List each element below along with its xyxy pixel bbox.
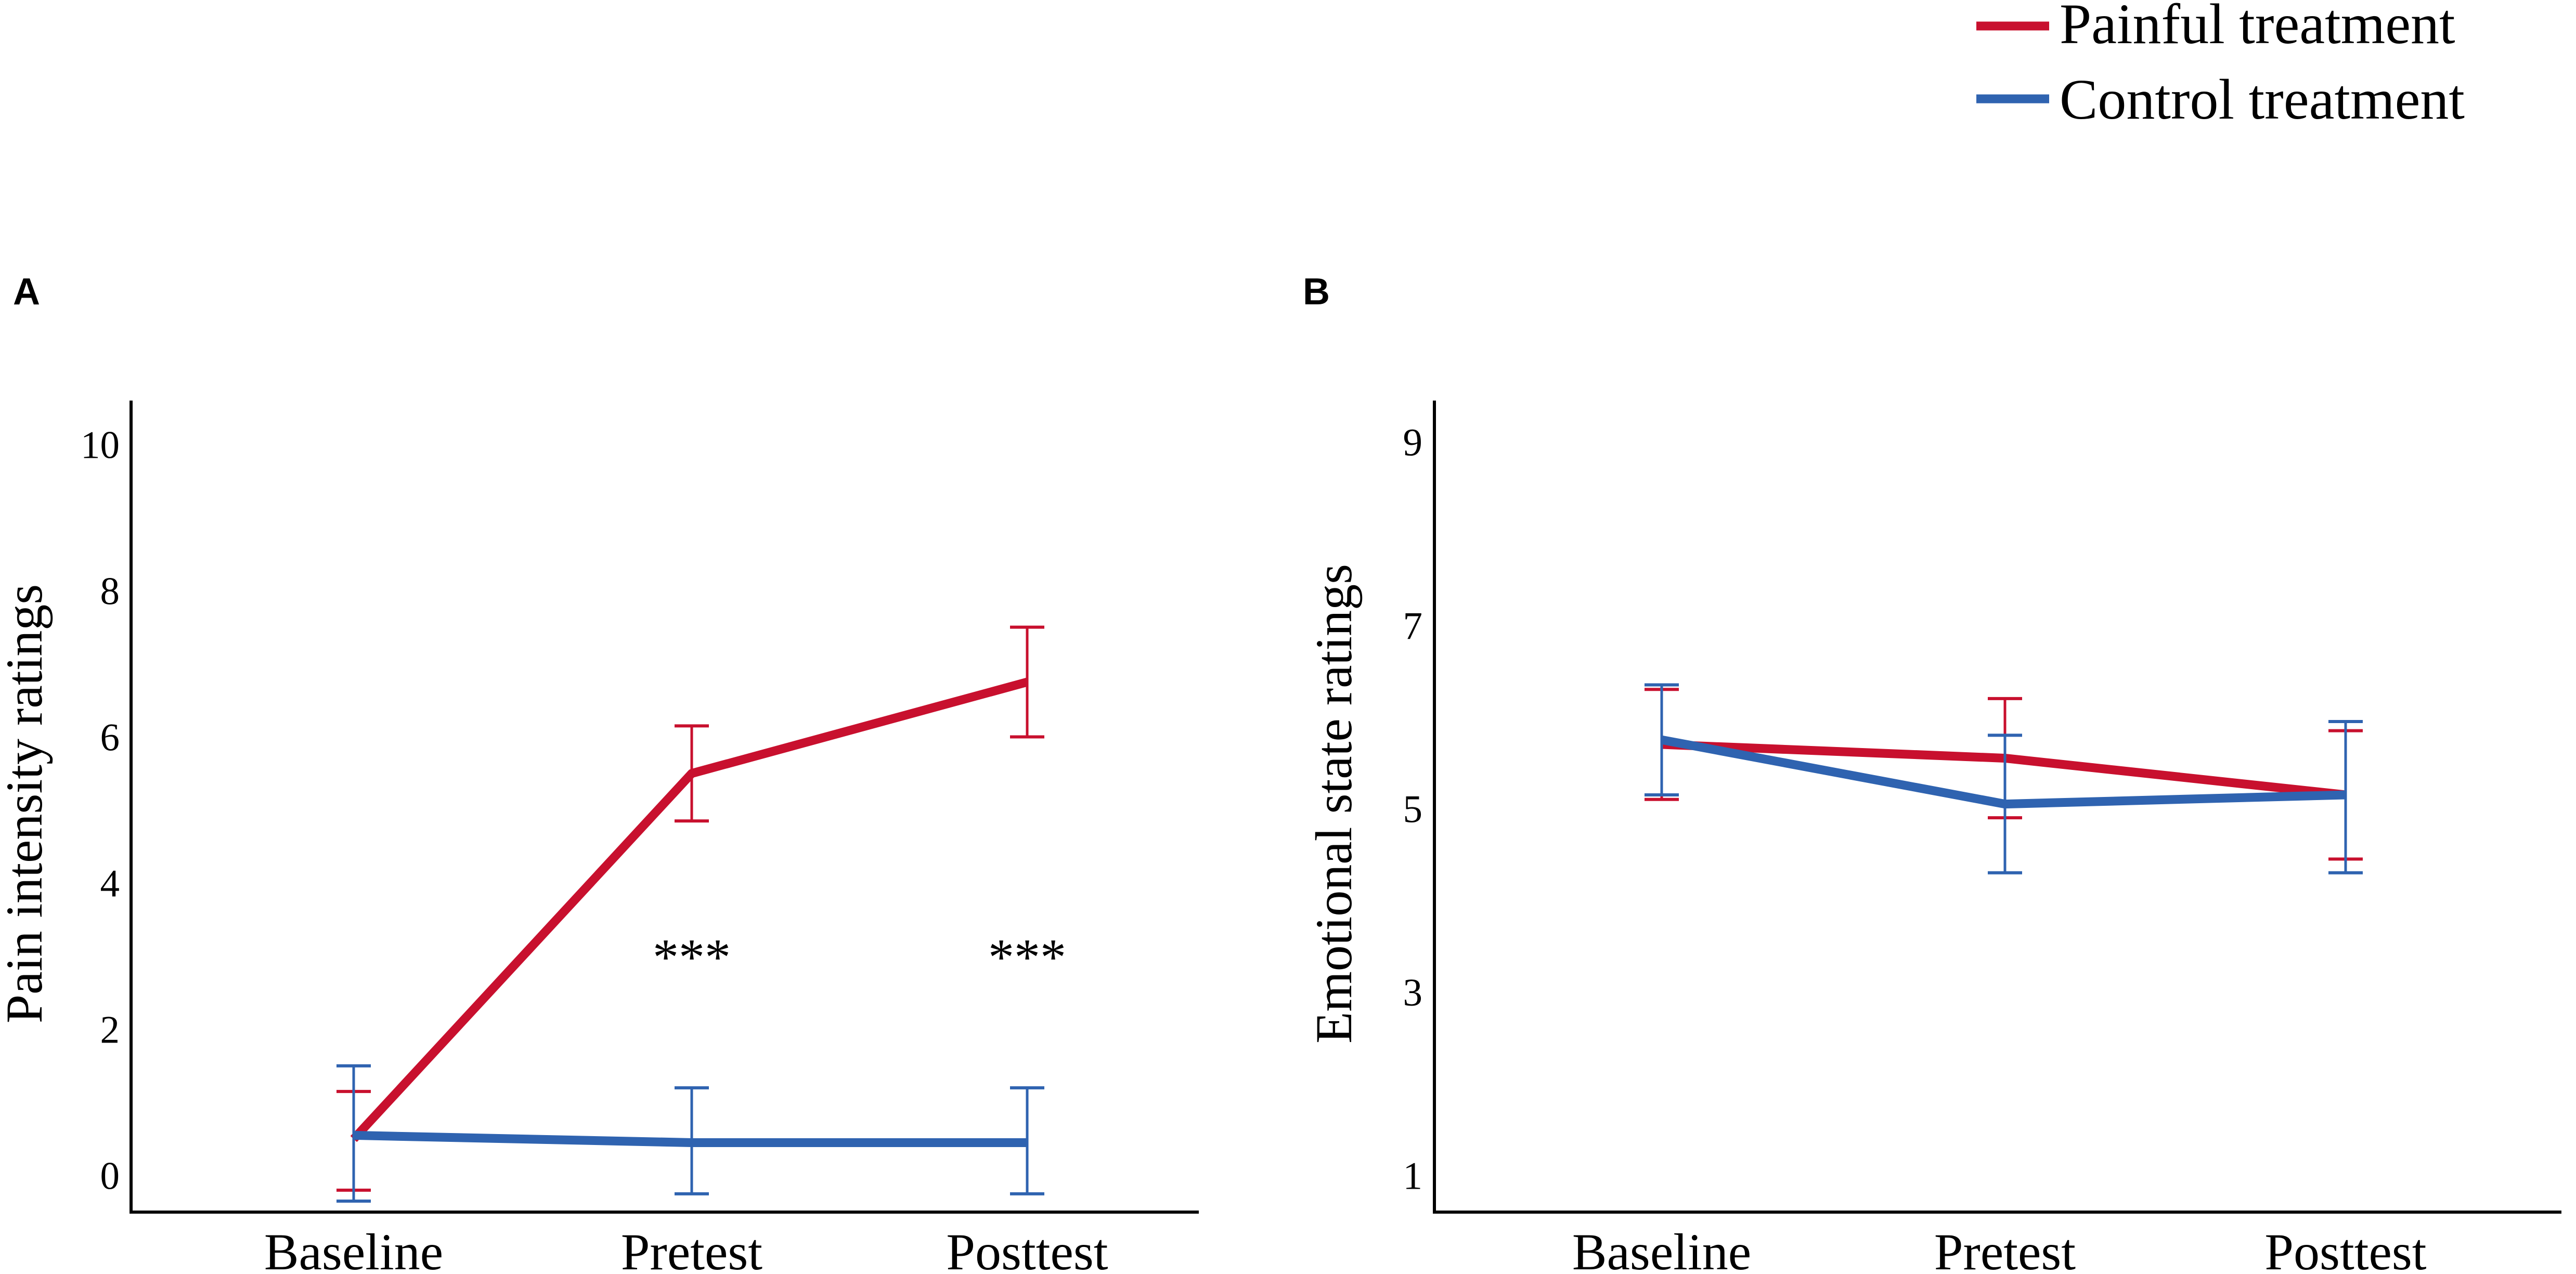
legend-label-painful: Painful treatment — [2060, 0, 2455, 56]
panel-a-y-tick-label: 10 — [81, 423, 120, 467]
panel-a: A Pain intensity ratings 0 2 4 6 8 10 Baseline… — [0, 271, 1199, 1274]
panel-a-y-tick-label: 8 — [100, 570, 120, 613]
panel-a-x-category-label: Baseline — [264, 1223, 443, 1274]
panel-a-y-tick-label: 4 — [100, 863, 120, 906]
panel-b-letter: B — [1303, 271, 1330, 313]
panel-a-y-tick-label: 0 — [100, 1155, 120, 1198]
legend: Painful treatment Control treatment — [1976, 0, 2465, 131]
panel-b-x-category-label: Posttest — [2264, 1223, 2426, 1274]
panel-a-y-axis-label: Pain intensity ratings — [0, 584, 53, 1023]
panel-b-x-category-label: Pretest — [1934, 1223, 2076, 1274]
panel-b-y-tick-label: 5 — [1403, 788, 1423, 831]
panel-a-x-category-label: Pretest — [621, 1223, 762, 1274]
panel-a-y-tick-label: 2 — [100, 1009, 120, 1052]
legend-label-control: Control treatment — [2060, 68, 2465, 131]
panel-b-y-tick-label: 1 — [1403, 1154, 1423, 1198]
panel-b-y-tick-label: 3 — [1403, 971, 1423, 1014]
panel-b-x-category-label: Baseline — [1572, 1223, 1751, 1274]
panel-a-significance-annotation: *** — [988, 928, 1066, 986]
panel-b: B Emotional state ratings 1 3 5 7 9 Baseline P… — [1303, 271, 2561, 1274]
panel-b-y-axis-label: Emotional state ratings — [1305, 564, 1363, 1044]
panel-a-x-category-label: Posttest — [946, 1223, 1108, 1274]
panel-a-letter: A — [13, 271, 40, 313]
panel-a-significance-annotation: *** — [653, 928, 731, 986]
panel-b-y-tick-label: 7 — [1403, 604, 1423, 648]
panel-a-y-tick-label: 6 — [100, 716, 120, 759]
panel-b-y-tick-label: 9 — [1403, 421, 1423, 464]
